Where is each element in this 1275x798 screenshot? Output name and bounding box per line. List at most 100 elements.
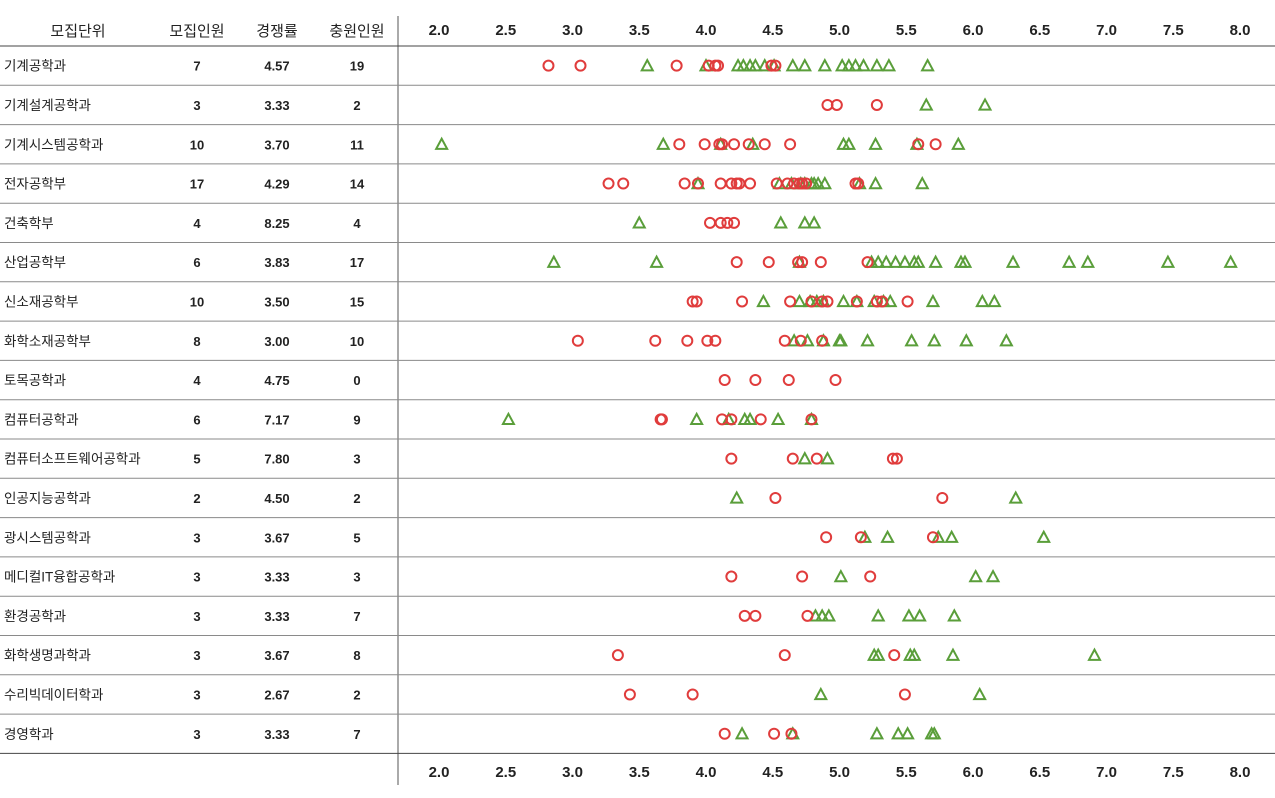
triangle-point	[871, 647, 886, 661]
circle-point	[800, 177, 813, 190]
row-ratio: 4.50	[264, 491, 289, 506]
table-row: 기계시스템공학과 10 3.70 11	[4, 137, 364, 152]
circle-point	[901, 295, 914, 308]
header-unit: 모집단위	[50, 23, 105, 40]
triangle-point	[907, 647, 922, 661]
triangle-point	[977, 97, 993, 111]
row-quota: 10	[190, 137, 204, 152]
table-row: 환경공학과 3 3.33 7	[4, 609, 361, 624]
row-unit-label: 경영학과	[4, 727, 54, 742]
circle-point	[888, 649, 901, 662]
circle-point	[749, 609, 762, 622]
triangle-point	[785, 58, 800, 72]
circle-point	[686, 688, 699, 701]
row-unit-label: 화학생명과학과	[4, 648, 91, 663]
x-tick-label-bottom: 4.0	[696, 764, 717, 781]
circle-point	[736, 295, 749, 308]
row-ratio: 3.33	[264, 727, 289, 742]
row-filled: 2	[353, 98, 360, 113]
x-axis-top: 2.0 2.5 3.0 3.5 4.0 4.5 5.0 5.5 6.0 6.5 7.0 7.5 8.0	[429, 22, 1251, 39]
circle-point	[714, 216, 727, 229]
circle-point	[870, 98, 883, 111]
circle-point	[617, 177, 630, 190]
table-rows: 기계공학과 7 4.57 19 기계설계공학과 3 3.33 2 기계시스템공학과 10 3.70 1…	[4, 59, 365, 742]
circle-point	[725, 452, 738, 465]
triangle-point	[773, 215, 788, 229]
circle-point	[728, 138, 741, 151]
circle-point	[623, 688, 636, 701]
triangle-point	[880, 529, 895, 543]
triangle-point	[919, 97, 934, 111]
x-tick-label-bottom: 5.0	[829, 764, 850, 781]
row-unit-label: 수리빅데이터학과	[4, 687, 103, 702]
circle-point	[762, 256, 775, 269]
triangle-point	[864, 254, 879, 268]
circle-point	[725, 413, 738, 426]
row-filled: 14	[350, 177, 365, 192]
triangle-point	[836, 293, 851, 308]
triangle-point	[951, 136, 966, 150]
table-row: 메디컬IT융합공학과 3 3.33 3	[4, 570, 361, 585]
row-ratio: 7.17	[264, 412, 289, 427]
row-filled: 4	[353, 216, 361, 231]
triangle-point	[959, 333, 974, 347]
row-ratio: 3.33	[264, 98, 289, 113]
triangle-point	[640, 58, 655, 72]
row-quota: 3	[193, 530, 200, 545]
row-ratio: 3.33	[264, 609, 289, 624]
row-unit-label: 환경공학과	[4, 609, 66, 624]
row-marks	[542, 58, 935, 72]
triangle-point	[856, 58, 871, 72]
triangle-point	[810, 175, 826, 190]
row-unit-label: 기계공학과	[4, 59, 66, 74]
triangle-point	[945, 647, 961, 661]
x-tick-label-top: 8.0	[1230, 22, 1251, 39]
circle-point	[738, 609, 751, 622]
row-unit-label: 컴퓨터공학과	[4, 412, 79, 427]
triangle-point	[869, 726, 885, 740]
row-filled: 11	[350, 137, 364, 152]
row-quota: 8	[193, 334, 200, 349]
circle-point	[870, 295, 883, 308]
header-filled: 충원인원	[329, 23, 384, 40]
circle-point	[821, 295, 834, 308]
x-tick-label-bottom: 2.5	[495, 764, 516, 781]
circle-point	[929, 138, 942, 151]
triangle-point	[434, 136, 449, 150]
row-quota: 3	[193, 687, 200, 702]
row-marks	[738, 608, 962, 622]
circle-point	[718, 374, 731, 387]
triangle-point	[833, 333, 849, 347]
x-tick-label-top: 3.0	[562, 22, 583, 39]
circle-point	[778, 334, 791, 347]
row-ratio: 3.00	[264, 334, 289, 349]
triangle-point	[857, 529, 873, 543]
row-quota: 3	[193, 609, 200, 624]
x-tick-label-top: 4.0	[696, 22, 717, 39]
header-ratio: 경쟁률	[256, 23, 298, 40]
row-marks	[729, 490, 1023, 504]
circle-point	[786, 452, 799, 465]
row-quota: 7	[193, 59, 200, 74]
triangle-point	[756, 293, 771, 308]
triangle-point	[1160, 254, 1176, 268]
row-ratio: 7.80	[264, 452, 289, 467]
row-unit-label: 건축학부	[4, 216, 54, 231]
circle-point	[814, 256, 827, 269]
triangle-point	[915, 175, 930, 190]
circle-point	[864, 570, 877, 583]
x-tick-label-bottom: 8.0	[1230, 764, 1251, 781]
row-marks	[686, 293, 1002, 308]
x-tick-label-bottom: 5.5	[896, 764, 917, 781]
x-tick-label-bottom: 7.5	[1163, 764, 1184, 781]
triangle-point	[869, 58, 885, 72]
circle-point	[768, 727, 781, 740]
row-filled: 2	[353, 491, 360, 506]
triangle-point	[786, 333, 802, 347]
triangle-point	[814, 608, 830, 622]
circle-point	[542, 59, 555, 72]
row-unit-label: 화학소재공학부	[4, 334, 91, 349]
row-marks	[821, 97, 993, 111]
row-quota: 6	[193, 412, 200, 427]
